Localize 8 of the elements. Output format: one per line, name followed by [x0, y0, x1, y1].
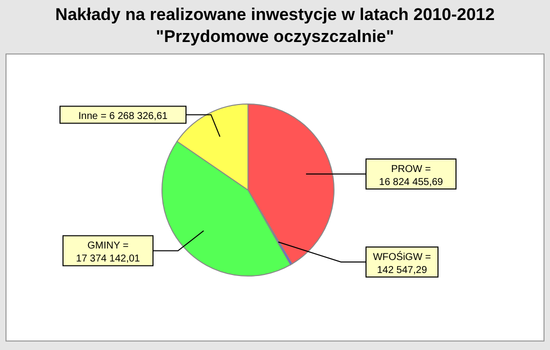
data-label: 16 824 455,69 [379, 176, 444, 188]
data-label: 17 374 142,01 [76, 254, 140, 265]
slice-label: GMINY = [87, 240, 129, 252]
data-label: 142 547,29 [376, 265, 428, 276]
slice-label: PROW = [391, 164, 432, 175]
chart-title: Nakłady na realizowane inwestycje w latach 2010-2012 "Przydomowe oczyszczalnie" [55, 5, 495, 46]
slice-label: Inne = 6 268 326,61 [78, 111, 168, 122]
slice-label: WFOŚiGW = [372, 251, 432, 264]
